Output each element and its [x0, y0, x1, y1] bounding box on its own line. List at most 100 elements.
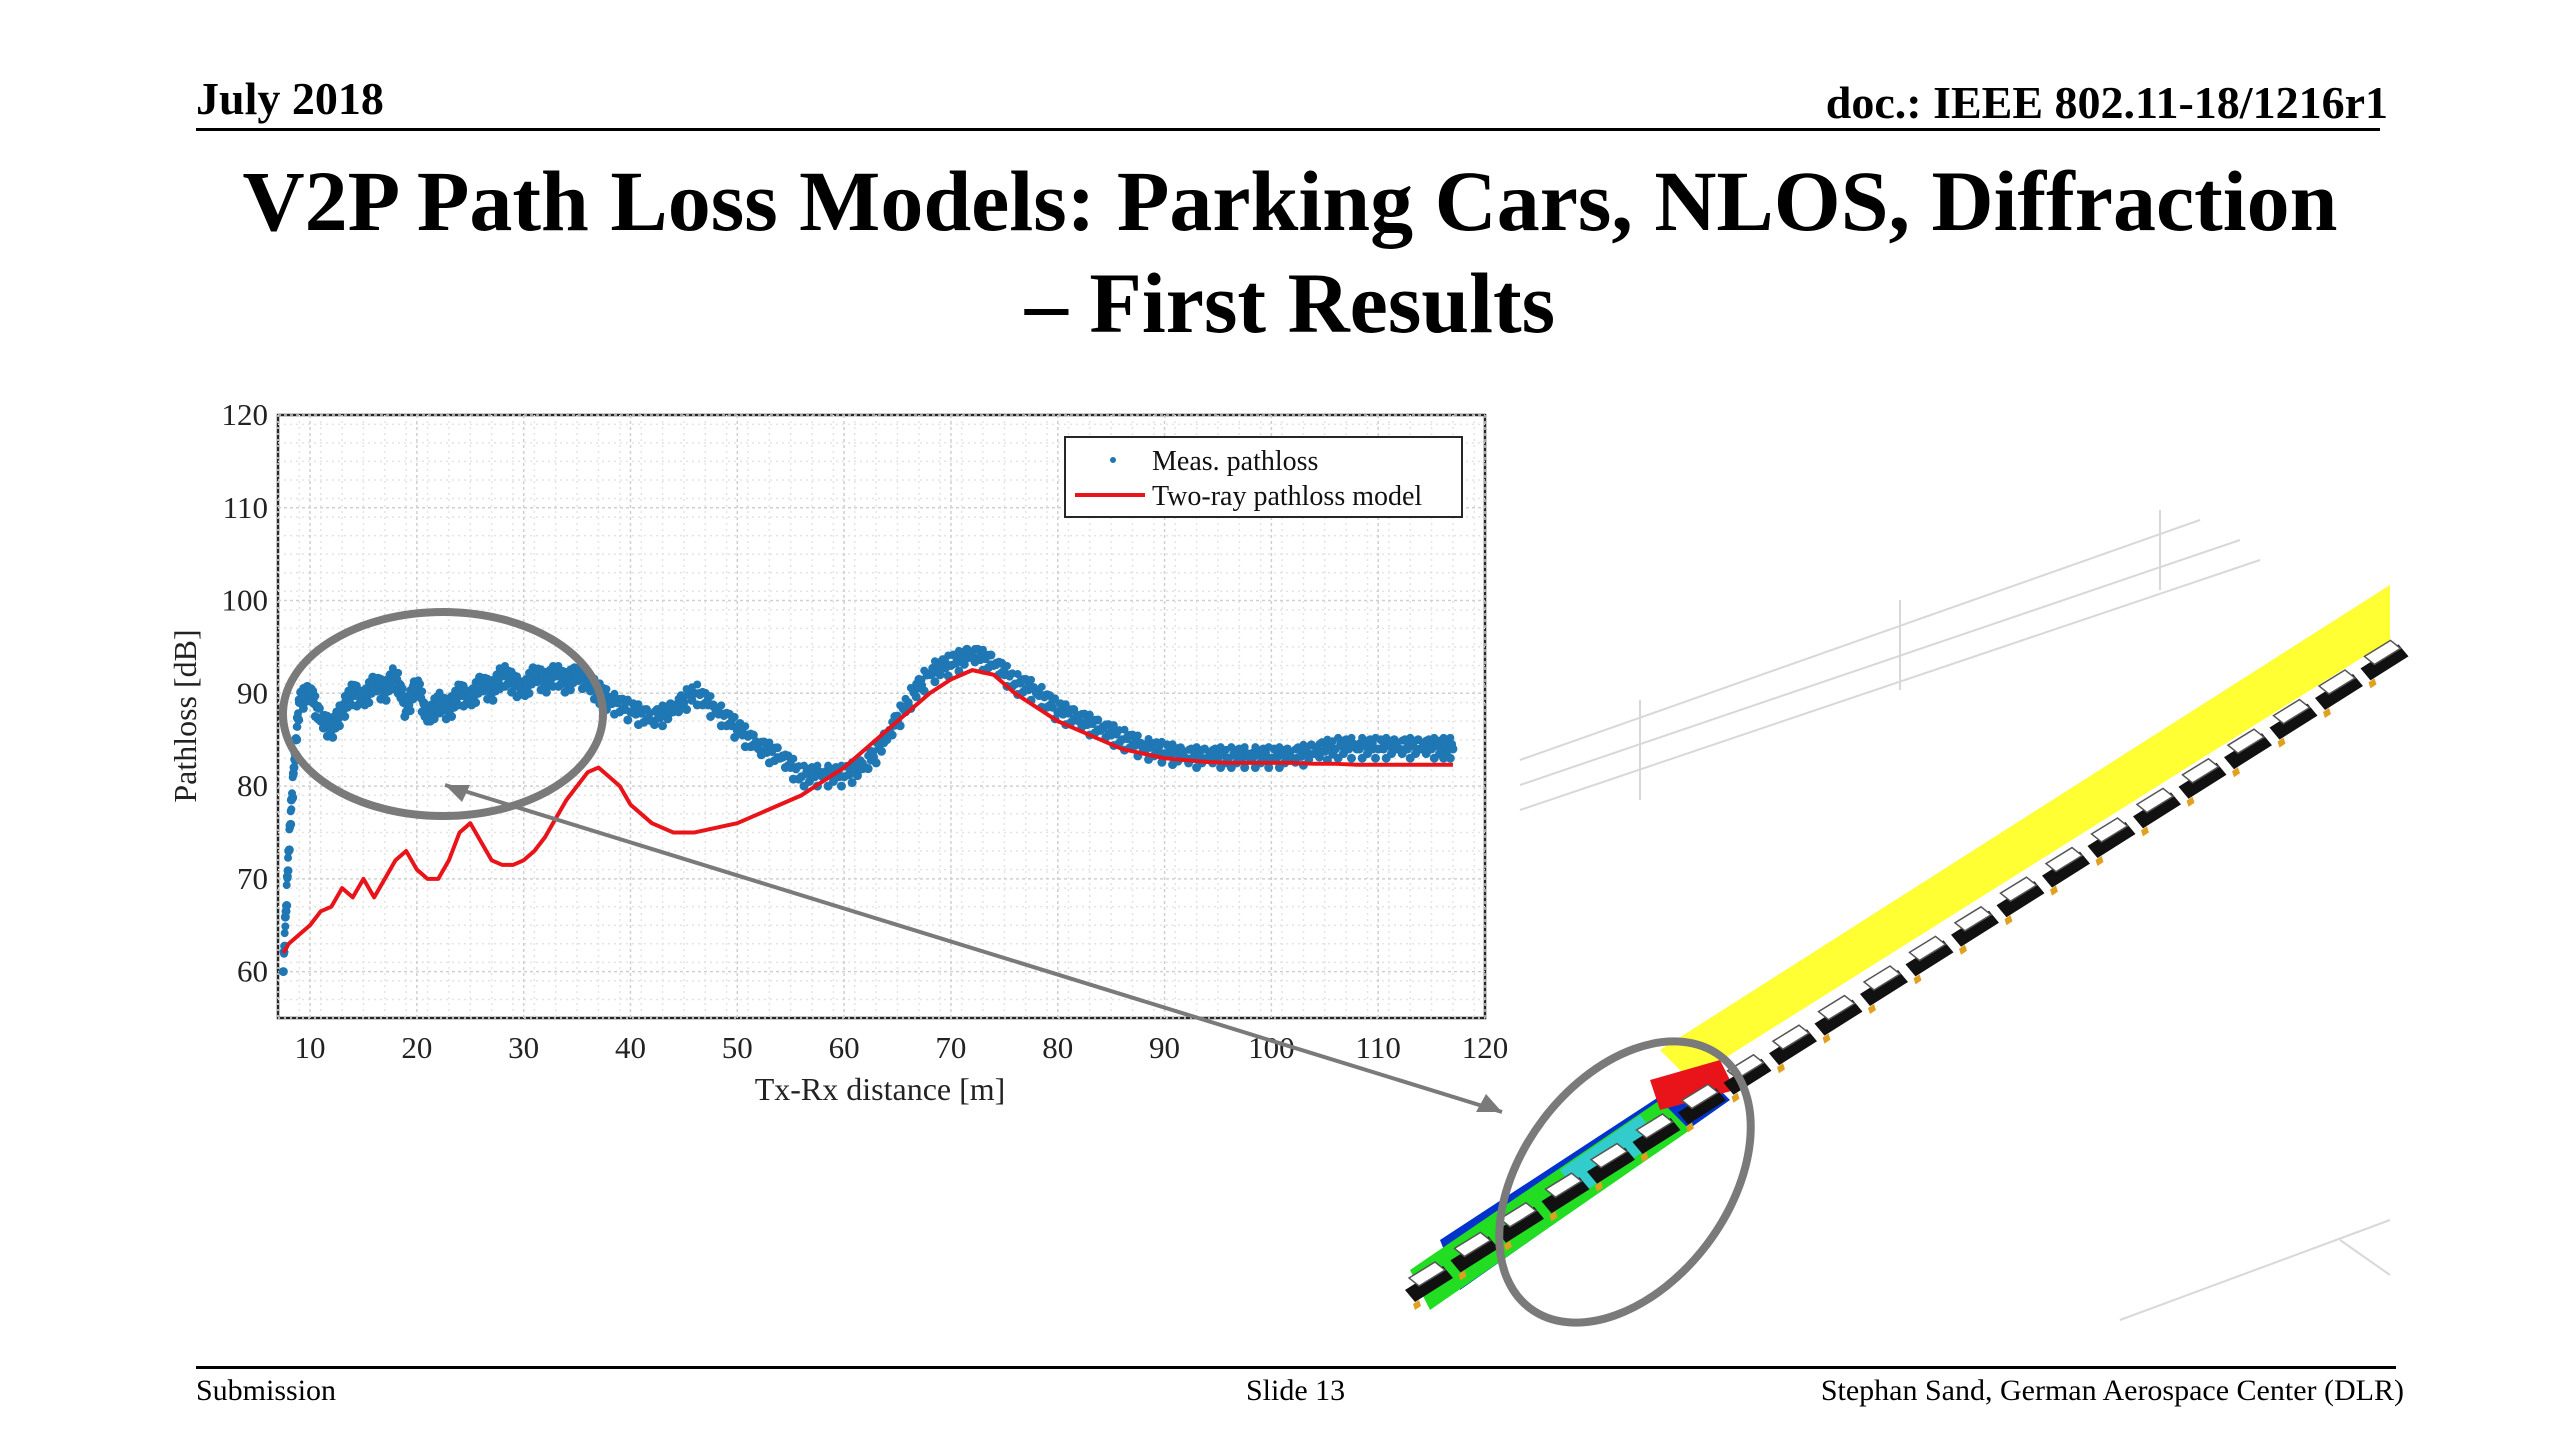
measured-point — [334, 721, 344, 731]
measured-point — [283, 874, 292, 883]
measured-point — [418, 687, 427, 696]
measured-point — [298, 703, 308, 713]
x-tick-label: 90 — [1149, 1030, 1180, 1065]
car-body — [1678, 1088, 1726, 1125]
car-roof — [2226, 728, 2266, 755]
car-wheel — [2141, 826, 2149, 837]
car-body — [1587, 1147, 1635, 1184]
car-roof — [1589, 1142, 1629, 1169]
car-roof — [2317, 669, 2357, 695]
measured-point — [294, 715, 304, 725]
measured-point — [1448, 744, 1458, 754]
car-body — [2315, 674, 2363, 710]
parked-car — [1769, 1024, 1817, 1074]
measured-point — [602, 685, 611, 694]
car-wheel — [2323, 708, 2331, 718]
car-roof — [1635, 1113, 1674, 1139]
measured-point — [1085, 710, 1094, 719]
x-tick-labels: 10 20 30 40 50 60 70 80 90 100 110 120 — [295, 1030, 1509, 1065]
measured-point — [394, 668, 403, 677]
parked-car — [2178, 757, 2227, 807]
legend: Meas. pathloss Two-ray pathloss model — [1064, 436, 1463, 518]
parked-car — [1405, 1261, 1453, 1310]
measured-point — [488, 695, 498, 705]
car-roof — [1908, 935, 1947, 962]
footer-slide-number: Slide 13 — [1246, 1374, 1346, 1407]
measured-point — [895, 721, 905, 731]
x-tick-label: 30 — [508, 1030, 539, 1065]
parked-car — [2133, 787, 2181, 837]
measured-point — [887, 730, 897, 740]
car-body — [2087, 822, 2136, 858]
measured-point — [1446, 733, 1455, 742]
y-axis-label: Pathloss [dB] — [167, 629, 203, 802]
measured-point — [1120, 725, 1129, 734]
measured-point — [281, 922, 290, 931]
highlight-ellipse-scene — [1495, 1037, 1755, 1327]
measured-point — [311, 692, 320, 701]
car-wheel — [1868, 1004, 1876, 1014]
ray-bundle-red — [1650, 1060, 1735, 1110]
measured-point — [1371, 753, 1381, 763]
measured-point — [1133, 731, 1142, 740]
parked-car — [1860, 965, 1908, 1014]
measured-point — [328, 732, 338, 742]
annotation-arrowhead-end — [1476, 1094, 1502, 1112]
slide-title: V2P Path Loss Models: Parking Cars, NLOS… — [0, 150, 2560, 354]
parked-car — [1587, 1142, 1635, 1192]
y-tick-label: 100 — [222, 583, 269, 618]
measured-point — [447, 712, 457, 721]
street-rays-yellow — [1660, 585, 2390, 1080]
car-roof — [2181, 757, 2220, 784]
measured-point — [789, 754, 798, 763]
highlight-ellipse-chart — [279, 608, 607, 820]
measured-point — [280, 929, 289, 938]
measured-point — [284, 845, 294, 855]
x-tick-label: 20 — [401, 1030, 432, 1065]
measured-point — [471, 698, 481, 708]
measured-point — [927, 669, 937, 679]
parked-car — [1541, 1172, 1590, 1222]
car-roof — [2363, 639, 2402, 666]
measured-point — [1051, 694, 1060, 703]
measured-point — [340, 712, 350, 721]
car-body — [1723, 1058, 1772, 1095]
measured-point — [717, 701, 726, 710]
car-body — [1405, 1266, 1453, 1302]
footer-author: Stephan Sand, German Aerospace Center (D… — [1820, 1374, 2404, 1407]
measured-point — [655, 713, 665, 723]
slide-title-line1: V2P Path Loss Models: Parking Cars, NLOS… — [242, 153, 2338, 249]
legend-box — [1064, 436, 1463, 518]
measured-point — [730, 712, 739, 721]
x-tick-label: 80 — [1042, 1030, 1073, 1065]
parked-car — [2087, 817, 2136, 866]
car-roof — [2044, 846, 2084, 873]
measured-point — [381, 695, 391, 705]
x-axis-label: Tx-Rx distance [m] — [755, 1071, 1006, 1107]
parked-car — [1951, 905, 1999, 955]
car-wheel — [1413, 1300, 1421, 1310]
car-wheel — [2368, 678, 2377, 689]
car-wheel — [2004, 915, 2013, 926]
x-tick-label: 120 — [1462, 1030, 1509, 1065]
measured-point — [289, 771, 298, 780]
measured-point — [288, 793, 298, 803]
car-roof — [2272, 698, 2311, 725]
car-body — [2178, 762, 2227, 799]
header-rule — [196, 128, 2380, 131]
car-wheel — [2095, 856, 2104, 866]
parked-car — [1632, 1113, 1681, 1162]
x-tick-label: 10 — [295, 1030, 326, 1065]
parked-car — [2360, 639, 2409, 689]
parked-car — [1496, 1201, 1544, 1251]
measured-point — [1093, 715, 1103, 725]
parked-cars — [1405, 639, 2409, 1310]
car-wheel — [2277, 737, 2286, 748]
measured-point — [693, 680, 702, 689]
measured-point — [682, 705, 692, 715]
street-scene-illustration — [1405, 510, 2409, 1327]
x-tick-label: 70 — [935, 1030, 966, 1065]
scene-wireframe — [1519, 510, 2391, 1321]
measured-point — [429, 714, 439, 724]
pathloss-chart: 10 20 30 40 50 60 70 80 90 100 110 120 60 70 80 90 100 1… — [167, 397, 1508, 1107]
